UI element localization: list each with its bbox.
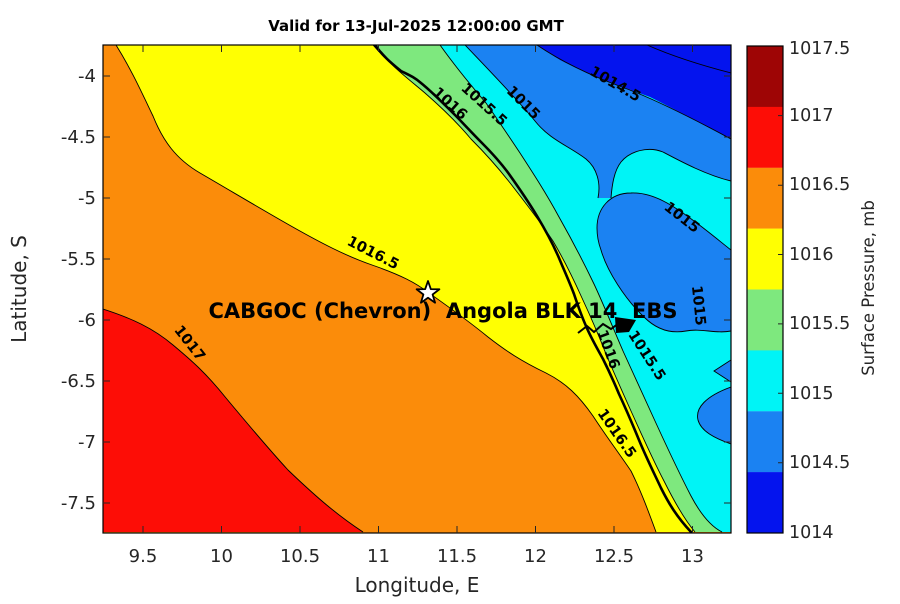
y-tick-labels: -4 -4.5 -5 -5.5 -6 -6.5 -7 -7.5 [61, 66, 96, 514]
x-tick: 11.5 [437, 546, 477, 567]
isobar-1015-line-fringe [610, 149, 731, 199]
coastline-spit [615, 317, 636, 333]
x-tick: 10 [210, 546, 233, 567]
colorbar-tick-label: 1017.5 [789, 39, 850, 59]
colorbar-tick-label: 1015.5 [789, 314, 850, 334]
colorbar-tick-label: 1016 [789, 245, 834, 265]
plot-frame [102, 44, 732, 534]
band-1016.5-1017 [103, 309, 363, 532]
x-tick: 10.5 [280, 546, 320, 567]
colorbar-band [747, 472, 783, 533]
isobar-1017-line [103, 308, 364, 533]
axis-ticks [103, 45, 731, 533]
colorbar-tick-label: 1017 [789, 106, 834, 126]
site-star-marker [415, 280, 441, 304]
x-axis-label: Longitude, E [355, 573, 480, 597]
isobar-1014.5-line [536, 45, 731, 140]
colorbar-band [747, 167, 783, 229]
x-tick: 13 [681, 546, 704, 567]
x-tick: 12.5 [594, 546, 634, 567]
y-tick: -6 [78, 310, 96, 331]
isobar-1016-line [372, 45, 696, 533]
isobar-1015-wedge-lines [697, 359, 731, 445]
y-tick: -7 [78, 432, 96, 453]
colorbar-tick-label: 1016.5 [789, 175, 850, 195]
y-tick: -5 [78, 188, 96, 209]
x-tick: 11 [367, 546, 390, 567]
colorbar-band [747, 228, 783, 290]
colorbar-tick-label: 1014 [789, 523, 834, 543]
coastline [373, 45, 693, 533]
band-1014.5-1015 [440, 45, 731, 532]
band-1014-1014.5-strip [465, 45, 731, 198]
band-below-1014.5 [537, 45, 731, 139]
colorbar-frame [746, 45, 784, 534]
y-axis-label: Latitude, S [7, 235, 31, 343]
isobar-1015-line-blob [596, 192, 731, 333]
colorbar-band [747, 289, 783, 351]
y-tick: -6.5 [61, 371, 96, 392]
band-1014-1014.5-wedge [697, 387, 731, 444]
colorbar-band [747, 46, 783, 107]
site-label: CABGOC (Chevron) Angola BLK 14 EBS [209, 299, 678, 323]
isobar-1014-line [646, 45, 731, 74]
colorbar-band [747, 411, 783, 473]
colorbar-band [747, 350, 783, 412]
colorbar-title: Surface Pressure, mb [859, 200, 878, 376]
colorbar-band [747, 106, 783, 168]
y-tick: -7.5 [61, 493, 96, 514]
colorbar-tick-label: 1014.5 [789, 453, 850, 473]
y-tick: -4 [78, 66, 96, 87]
x-tick: 9.5 [129, 546, 158, 567]
colorbar-ticks [778, 115, 783, 464]
isobar-1015.5-line [439, 45, 723, 533]
colorbar-tick-label: 1015 [789, 384, 834, 404]
band-1014-1014.5-blob [597, 192, 731, 332]
x-tick: 12 [524, 546, 547, 567]
x-tick-labels: 9.5 10 10.5 11 11.5 12 12.5 13 [129, 546, 704, 567]
chart-title: Valid for 13-Jul-2025 12:00:00 GMT [268, 17, 564, 35]
coastline-bay [577, 322, 620, 334]
colorbar: 1017.5 1017 1016.5 1016 1015.5 1015 1014… [746, 39, 878, 543]
y-tick: -4.5 [61, 127, 96, 148]
y-tick: -5.5 [61, 249, 96, 270]
isobar-label-1015-blob-side: 1015 [688, 285, 708, 327]
isobar-1015-line-west [464, 45, 600, 199]
band-1014-1014.5-wedge-small [714, 360, 731, 382]
contour-map: 1016 1015.5 1015 1014.5 1015 1015 1016.5… [103, 45, 731, 533]
